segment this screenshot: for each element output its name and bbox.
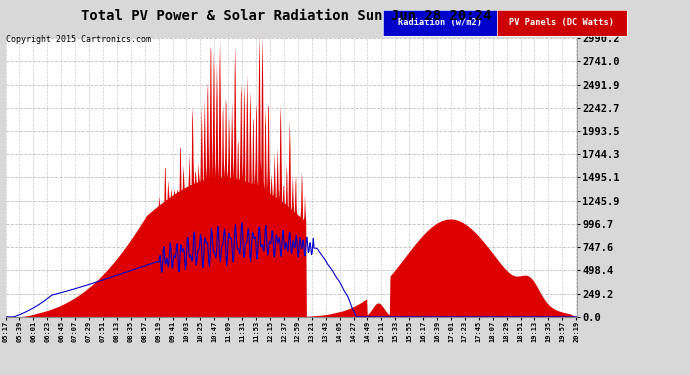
Text: Copyright 2015 Cartronics.com: Copyright 2015 Cartronics.com — [6, 35, 150, 44]
Text: Radiation (w/m2): Radiation (w/m2) — [398, 18, 482, 27]
Text: Total PV Power & Solar Radiation Sun Jun 28 20:24: Total PV Power & Solar Radiation Sun Jun… — [81, 9, 491, 23]
Text: PV Panels (DC Watts): PV Panels (DC Watts) — [509, 18, 614, 27]
